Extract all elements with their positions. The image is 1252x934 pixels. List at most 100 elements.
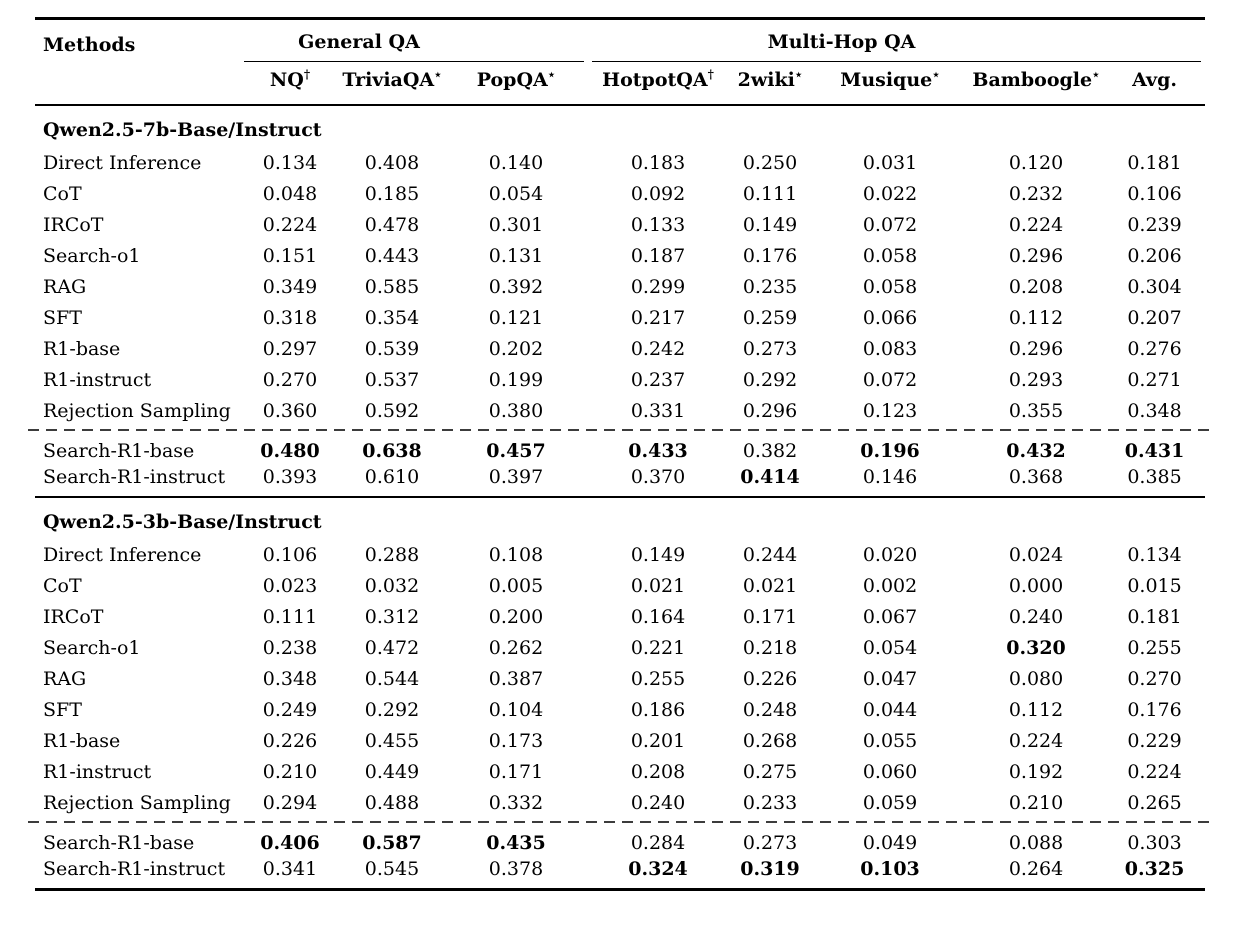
star-mark: ⋆	[932, 67, 940, 82]
metric-value: 0.176	[1127, 698, 1182, 721]
metric-value: 0.545	[364, 858, 420, 880]
metric-value: 0.273	[742, 831, 798, 854]
metric-value: 0.585	[364, 275, 420, 298]
metric-value: 0.610	[364, 466, 420, 488]
metric-value: 0.414	[740, 466, 800, 488]
dataset-name: PopQA	[476, 69, 548, 91]
column-header-avg: Avg.	[1104, 62, 1206, 106]
metric-value: 0.226	[742, 667, 798, 690]
metric-value: 0.303	[1127, 831, 1182, 854]
general-qa-rule: General QA	[244, 31, 585, 62]
section-header-row: Qwen2.5-3b-Base/Instruct	[35, 496, 1206, 539]
metric-value: 0.488	[364, 791, 420, 814]
metric-value: 0.443	[364, 244, 420, 267]
metric-value: 0.264	[1008, 858, 1064, 880]
metric-value: 0.237	[630, 368, 686, 391]
metric-value: 0.092	[630, 182, 686, 205]
metric-value: 0.296	[1008, 337, 1064, 360]
metric-value: 0.537	[364, 368, 420, 391]
metric-value: 0.544	[364, 667, 420, 690]
metric-value: 0.319	[740, 858, 800, 880]
metric-value: 0.262	[488, 636, 544, 659]
metric-value: 0.393	[262, 466, 318, 488]
method-name: Search-R1-instruct	[43, 466, 226, 488]
metric-value: 0.123	[862, 399, 918, 422]
metric-value: 0.320	[1006, 636, 1066, 659]
metric-value: 0.271	[1127, 368, 1182, 391]
metric-value: 0.208	[630, 760, 686, 783]
metric-value: 0.208	[1008, 275, 1064, 298]
table-row: RAG 0.348 0.544 0.387 0.255 0.226 0.047 0.080 0.…	[35, 663, 1205, 694]
metric-value: 0.250	[742, 151, 798, 174]
metric-value: 0.054	[488, 182, 544, 205]
table-row: CoT 0.023 0.032 0.005 0.021 0.021 0.002 0.000 0.…	[35, 570, 1205, 601]
results-table: Methods General QA Multi-Hop QA NQ† Trivi…	[28, 17, 1213, 891]
metric-value: 0.106	[262, 543, 318, 566]
star-mark: ⋆	[547, 67, 556, 82]
metric-value: 0.255	[630, 667, 686, 690]
metric-value: 0.349	[262, 275, 318, 298]
metric-value: 0.176	[742, 244, 798, 267]
dashed-rule-line	[28, 821, 1213, 823]
metric-value: 0.020	[862, 543, 918, 566]
dataset-name: HotpotQA	[602, 69, 708, 91]
metric-value: 0.224	[1008, 729, 1064, 752]
metric-value: 0.341	[262, 858, 318, 880]
metric-value: 0.240	[1008, 605, 1064, 628]
metric-value: 0.406	[260, 831, 320, 854]
metric-value: 0.201	[630, 729, 686, 752]
metric-value: 0.072	[862, 368, 918, 391]
table-row: Search-R1-base 0.480 0.638 0.457 0.433 0.382 0…	[35, 435, 1205, 466]
method-name: SFT	[43, 306, 82, 329]
metric-value: 0.242	[630, 337, 686, 360]
metric-value: 0.183	[630, 151, 686, 174]
metric-value: 0.331	[630, 399, 686, 422]
method-name: R1-instruct	[43, 368, 152, 391]
metric-value: 0.368	[1008, 466, 1064, 488]
table-row: Search-R1-base 0.406 0.587 0.435 0.284 0.273 0…	[35, 827, 1205, 858]
metric-value: 0.354	[364, 306, 420, 329]
table-row: Search-R1-instruct 0.393 0.610 0.397 0.370 0.…	[35, 466, 1205, 497]
metric-value: 0.221	[630, 636, 686, 659]
dataset-name: Musique	[840, 69, 933, 91]
table-row: R1-base 0.297 0.539 0.202 0.242 0.273 0.083 0.2…	[35, 333, 1205, 364]
metric-value: 0.293	[1008, 368, 1064, 391]
metric-value: 0.111	[742, 182, 798, 205]
metric-value: 0.275	[742, 760, 798, 783]
method-name: Rejection Sampling	[43, 791, 231, 814]
metric-value: 0.196	[860, 439, 920, 462]
metric-value: 0.392	[488, 275, 544, 298]
metric-value: 0.382	[742, 439, 798, 462]
column-header-2wiki: 2wiki⋆	[728, 62, 813, 106]
table-header: Methods General QA Multi-Hop QA NQ† Trivi…	[35, 18, 1206, 106]
table-row: Search-o1 0.238 0.472 0.262 0.221 0.218 0.054 0…	[35, 632, 1205, 663]
metric-value: 0.058	[862, 275, 918, 298]
dataset-name: Avg.	[1132, 69, 1177, 91]
table-body: Qwen2.5-7b-Base/Instruct Direct Inference…	[28, 104, 1213, 890]
metric-value: 0.239	[1127, 213, 1182, 236]
table-row: Direct Inference 0.106 0.288 0.108 0.149 0.24…	[35, 539, 1205, 570]
metric-value: 0.072	[862, 213, 918, 236]
dashed-divider	[28, 818, 1213, 827]
metric-value: 0.111	[262, 605, 318, 628]
metric-value: 0.385	[1127, 466, 1182, 488]
metric-value: 0.244	[742, 543, 798, 566]
metric-value: 0.171	[742, 605, 798, 628]
metric-value: 0.054	[862, 636, 918, 659]
metric-value: 0.210	[1008, 791, 1064, 814]
metric-value: 0.049	[862, 831, 918, 854]
metric-value: 0.265	[1127, 791, 1182, 814]
method-name: R1-base	[43, 729, 121, 752]
table-row: CoT 0.048 0.185 0.054 0.092 0.111 0.022 0.232 0.…	[35, 178, 1205, 209]
metric-value: 0.224	[1127, 760, 1182, 783]
metric-value: 0.255	[1127, 636, 1182, 659]
metric-value: 0.297	[262, 337, 318, 360]
table-row: Rejection Sampling 0.360 0.592 0.380 0.331 0.…	[35, 395, 1205, 426]
metric-value: 0.200	[488, 605, 544, 628]
metric-value: 0.103	[860, 858, 920, 880]
methods-column-header: Methods	[35, 18, 240, 106]
method-name: IRCoT	[43, 605, 104, 628]
metric-value: 0.217	[630, 306, 686, 329]
metric-value: 0.185	[364, 182, 420, 205]
